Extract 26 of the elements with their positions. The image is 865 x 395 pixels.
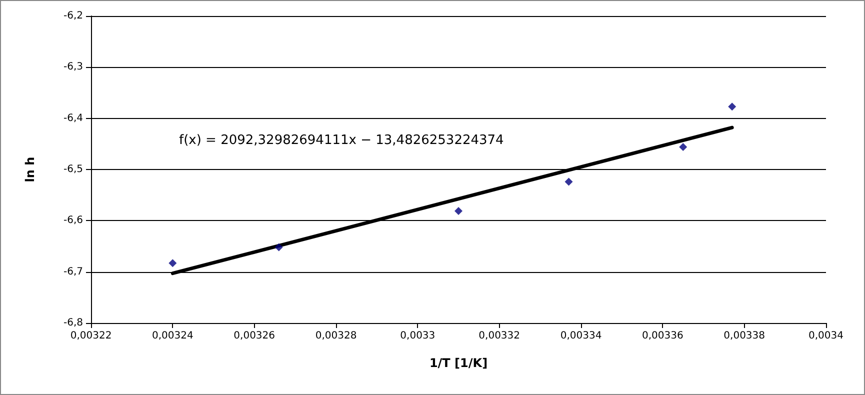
- x-tick-label: 0,00336: [642, 330, 684, 342]
- x-tick-label: 0,00328: [315, 330, 357, 342]
- x-tick-label: 0,0033: [400, 330, 436, 342]
- x-tick-label: 0,00338: [724, 330, 766, 342]
- point: [728, 102, 736, 111]
- y-tick-label: -6,7: [63, 266, 83, 278]
- x-tick-label: 0,00326: [234, 330, 276, 342]
- point: [274, 243, 283, 252]
- x-axis-title: 1/T [1/K]: [429, 356, 488, 370]
- x-tick-label: 0,00324: [152, 330, 194, 342]
- y-tick-label: -6,8: [63, 318, 83, 328]
- point: [564, 178, 573, 186]
- annotation: f(x) = 2092,32982694111x − 13,4826253224374: [179, 133, 504, 148]
- y-tick-label: -6,2: [63, 10, 83, 22]
- point: [454, 206, 462, 215]
- y-tick-label: -6,3: [63, 62, 83, 73]
- y-tick-label: -6,5: [63, 164, 83, 175]
- x-tick-label: 0,00332: [478, 330, 520, 342]
- point: [679, 142, 688, 151]
- y-tick-label: -6,6: [63, 215, 83, 226]
- x-tick-label: 0,00334: [560, 330, 602, 342]
- x-tick-label: 0,00322: [70, 330, 112, 342]
- y-tick-label: -6,4: [63, 112, 83, 124]
- x-tick-label: 0,0034: [808, 330, 844, 342]
- y-axis-title: ln h: [23, 156, 37, 182]
- point: [168, 259, 177, 268]
